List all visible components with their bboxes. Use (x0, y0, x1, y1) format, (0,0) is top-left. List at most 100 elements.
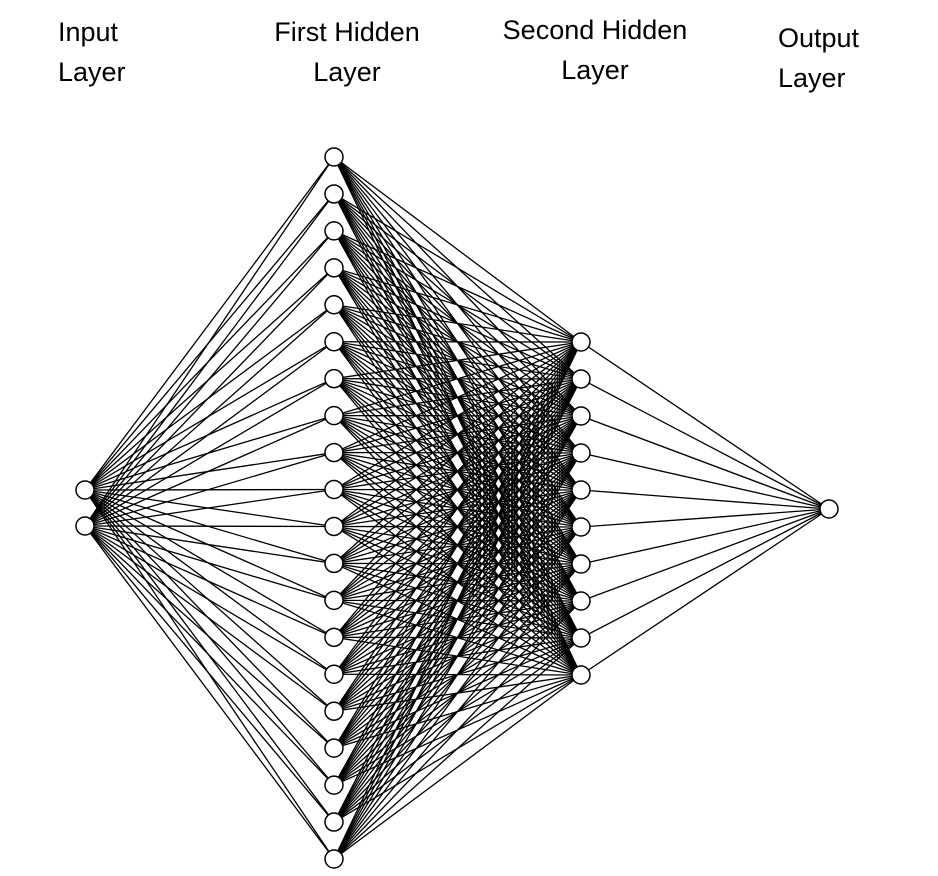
connection-hidden1-6-to-hidden2-0 (333, 341, 582, 380)
input-neuron-1 (75, 480, 95, 500)
hidden1-neuron-15 (324, 664, 344, 685)
connection-hidden2-6-to-output-0 (580, 508, 830, 565)
hidden1-neuron-1 (324, 147, 344, 167)
second-hidden-layer-title-line-1: Second Hidden (502, 15, 688, 45)
connection-hidden1-16-to-hidden2-0 (333, 341, 582, 749)
hidden1-neuron-9 (324, 442, 344, 463)
connection-input-1-to-hidden1-5 (84, 341, 335, 527)
connection-hidden1-0-to-hidden2-0 (333, 156, 582, 343)
connection-hidden1-19-to-hidden2-4 (333, 489, 582, 860)
connection-hidden2-8-to-output-0 (580, 508, 830, 639)
connection-input-1-to-hidden1-1 (84, 193, 335, 527)
connection-hidden1-9-to-hidden2-0 (333, 341, 582, 491)
hidden2-neuron-1 (571, 332, 591, 352)
hidden1-neuron-10 (324, 479, 344, 500)
connections (84, 156, 830, 860)
connection-input-1-to-hidden1-0 (84, 156, 335, 527)
connection-hidden1-8-to-hidden2-0 (333, 341, 582, 454)
input-neuron-2 (75, 516, 95, 536)
connection-hidden2-7-to-output-0 (580, 508, 830, 602)
hidden1-neuron-3 (324, 221, 344, 241)
first-hidden-layer-title-line-1: First Hidden (274, 17, 420, 47)
connection-hidden1-19-to-hidden2-6 (333, 563, 582, 860)
hidden1-neuron-18 (324, 775, 344, 795)
output-layer-title-line-2: Layer (778, 63, 846, 93)
hidden2-neuron-3 (571, 406, 591, 426)
connection-hidden1-19-to-hidden2-5 (333, 526, 582, 860)
connection-hidden1-2-to-hidden2-0 (333, 230, 582, 343)
input-layer-title-line-1: Input (58, 17, 119, 47)
connection-input-1-to-hidden1-6 (84, 378, 335, 527)
input-layer-title: Input Layer (58, 12, 126, 92)
connection-hidden2-5-to-output-0 (580, 508, 830, 528)
second-hidden-layer-title: Second Hidden Layer (496, 10, 694, 90)
connection-input-1-to-hidden1-17 (84, 525, 335, 786)
hidden1-neuron-7 (324, 368, 344, 389)
connection-input-1-to-hidden1-14 (84, 525, 335, 675)
connection-input-1-to-hidden1-16 (84, 525, 335, 749)
neurons (75, 147, 839, 869)
connection-input-1-to-hidden1-18 (84, 525, 335, 823)
connection-hidden1-10-to-hidden2-0 (333, 341, 582, 527)
connection-input-1-to-hidden1-4 (84, 304, 335, 527)
connection-hidden2-3-to-output-0 (580, 452, 830, 510)
hidden2-neuron-9 (571, 628, 591, 648)
hidden1-neuron-13 (324, 590, 344, 611)
connection-hidden1-13-to-hidden2-0 (333, 341, 582, 638)
connection-input-1-to-hidden1-7 (84, 415, 335, 527)
hidden1-neuron-6 (324, 331, 344, 352)
connection-hidden1-19-to-hidden2-0 (333, 341, 582, 860)
hidden2-neuron-7 (571, 554, 591, 574)
connection-input-1-to-hidden1-19 (84, 525, 335, 860)
first-hidden-layer-title: First Hidden Layer (266, 12, 428, 92)
connection-input-1-to-hidden1-12 (84, 525, 335, 601)
connection-hidden2-4-to-output-0 (580, 489, 830, 510)
connection-hidden1-19-to-hidden2-8 (333, 637, 582, 860)
connection-input-1-to-hidden1-8 (84, 451, 335, 527)
output-layer-title-line-1: Output (778, 23, 860, 53)
connection-hidden1-19-to-hidden2-9 (333, 674, 582, 860)
hidden2-neuron-6 (571, 517, 591, 537)
hidden1-neuron-5 (324, 295, 344, 315)
connection-hidden1-1-to-hidden2-0 (333, 193, 582, 343)
connection-hidden1-7-to-hidden2-0 (333, 341, 582, 417)
connection-hidden2-1-to-output-0 (580, 378, 830, 510)
connection-input-1-to-hidden1-15 (84, 525, 335, 712)
hidden1-neuron-2 (324, 184, 344, 204)
connection-input-1-to-hidden1-2 (84, 230, 335, 527)
connection-hidden2-0-to-output-0 (580, 341, 830, 510)
connection-hidden1-11-to-hidden2-0 (333, 341, 582, 564)
connection-input-1-to-hidden1-9 (84, 488, 335, 527)
connection-hidden1-17-to-hidden2-0 (333, 341, 582, 786)
hidden2-neuron-10 (571, 665, 591, 685)
output-neuron-1 (819, 499, 839, 519)
hidden2-neuron-8 (571, 591, 591, 611)
connection-input-1-to-hidden1-11 (84, 525, 335, 565)
first-hidden-layer-title-line-2: Layer (313, 57, 381, 87)
hidden2-neuron-5 (571, 480, 591, 500)
hidden1-neuron-14 (324, 627, 344, 648)
hidden1-neuron-12 (324, 553, 344, 574)
connection-hidden1-18-to-hidden2-0 (333, 341, 582, 823)
connection-hidden1-14-to-hidden2-0 (333, 341, 582, 675)
connection-hidden1-12-to-hidden2-0 (333, 341, 582, 601)
second-hidden-layer-title-line-2: Layer (561, 55, 629, 85)
hidden1-neuron-20 (324, 849, 344, 869)
connection-hidden1-4-to-hidden2-0 (333, 304, 582, 343)
connection-hidden1-19-to-hidden2-1 (333, 378, 582, 860)
hidden1-neuron-4 (324, 258, 344, 278)
connection-input-1-to-hidden1-3 (84, 267, 335, 527)
hidden2-neuron-4 (571, 443, 591, 463)
connection-input-1-to-hidden1-13 (84, 525, 335, 638)
output-layer-title: Output Layer (778, 18, 859, 98)
connection-input-0-to-hidden1-0 (84, 156, 335, 491)
connection-hidden2-9-to-output-0 (580, 508, 830, 676)
hidden1-neuron-17 (324, 738, 344, 758)
hidden2-neuron-2 (571, 369, 591, 389)
connection-hidden2-2-to-output-0 (580, 415, 830, 510)
input-layer-title-line-2: Layer (58, 57, 126, 87)
connection-hidden1-19-to-hidden2-3 (333, 452, 582, 860)
connection-hidden1-19-to-hidden2-7 (333, 600, 582, 860)
hidden1-neuron-8 (324, 405, 344, 426)
